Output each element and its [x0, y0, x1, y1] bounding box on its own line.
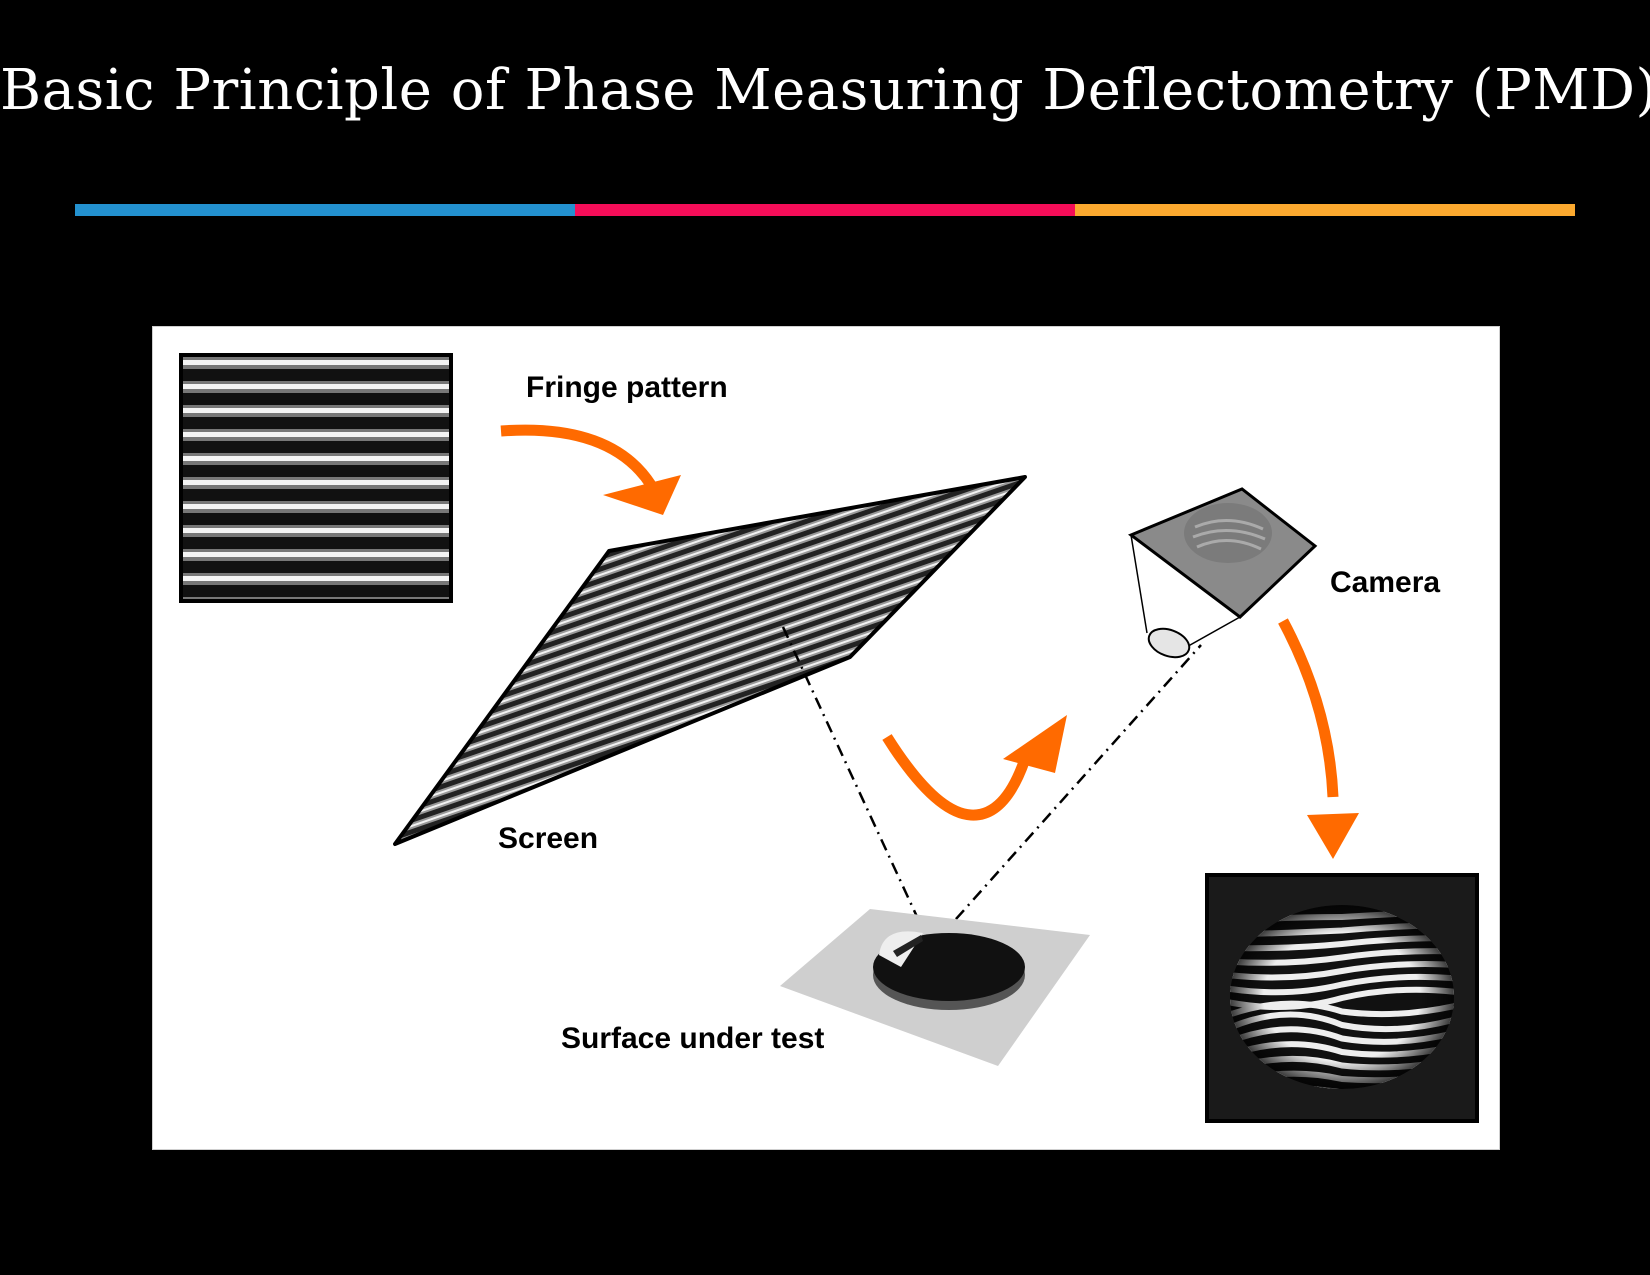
arrow-reflection [882, 715, 1067, 821]
accent-bar [75, 204, 1575, 216]
label-screen: Screen [498, 822, 598, 855]
camera-device [1127, 487, 1318, 659]
accent-bar-pink [575, 204, 1075, 216]
label-surface-under-test: Surface under test [561, 1022, 824, 1055]
pmd-diagram: Fringe pattern Screen Camera Surface und… [179, 353, 1479, 1123]
arrow-camera-to-image [1278, 618, 1359, 859]
label-camera: Camera [1330, 566, 1440, 599]
accent-bar-orange [1075, 204, 1575, 216]
label-fringe-pattern: Fringe pattern [526, 371, 728, 404]
fringe-pattern-image [179, 353, 453, 603]
slide-title: Basic Principle of Phase Measuring Defle… [0, 58, 1650, 123]
surface-under-test-object [780, 909, 1090, 1066]
arrow-pattern-to-screen [500, 424, 681, 515]
captured-fringe-image [1205, 873, 1479, 1123]
accent-bar-blue [75, 204, 575, 216]
screen-display [393, 475, 1027, 846]
diagram-panel: Fringe pattern Screen Camera Surface und… [152, 326, 1500, 1150]
light-ray [781, 626, 1202, 950]
